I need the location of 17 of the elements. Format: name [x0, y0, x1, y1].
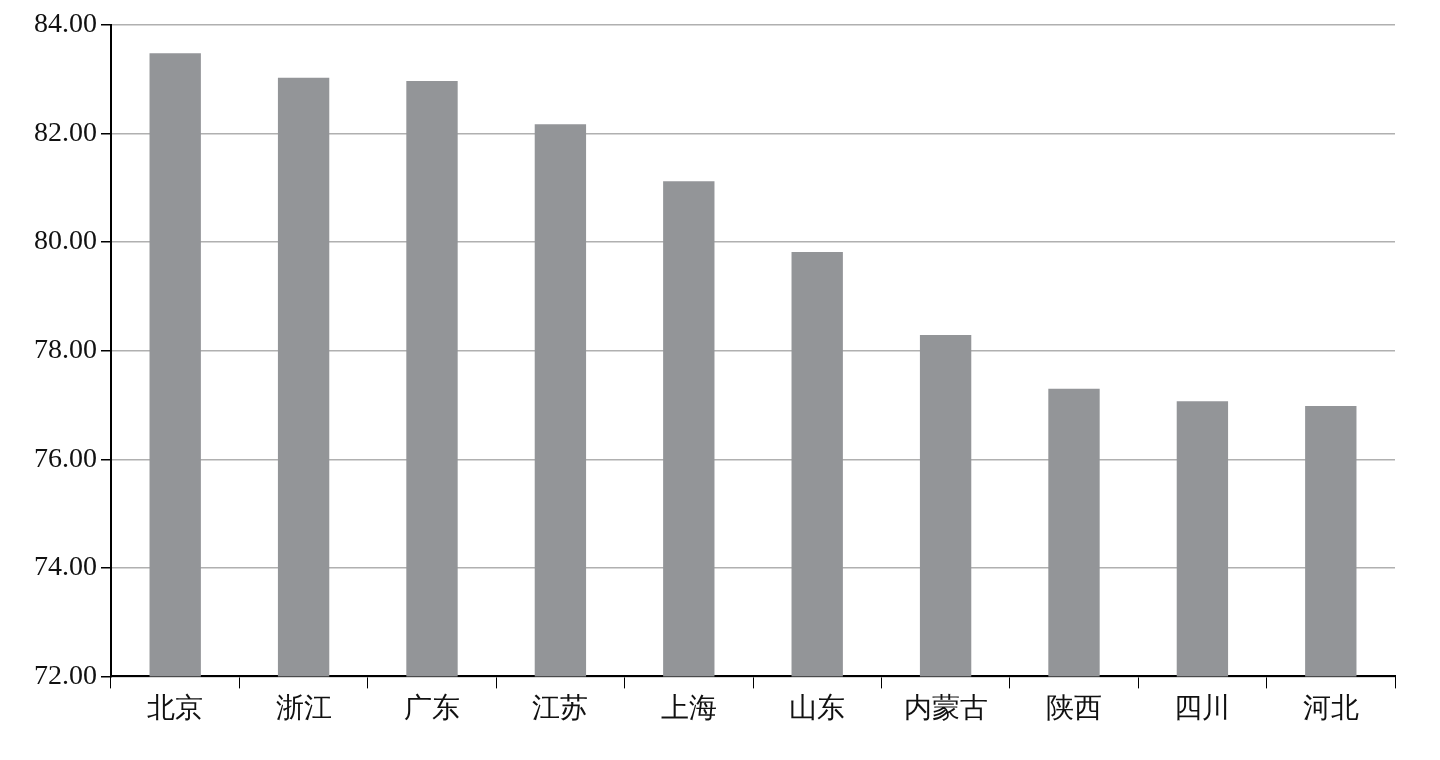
y-tick-label: 76.00 — [34, 441, 97, 473]
y-tick-label: 84.00 — [34, 7, 97, 39]
x-tick-label: 浙江 — [275, 691, 332, 723]
x-tick-label: 上海 — [660, 691, 717, 723]
y-tick-label: 78.00 — [34, 333, 97, 365]
y-tick-label: 74.00 — [34, 550, 97, 582]
x-tick-label: 陕西 — [1046, 691, 1102, 723]
x-tick-label: 北京 — [147, 691, 204, 723]
x-tick-label: 江苏 — [532, 691, 589, 723]
x-tick-label: 四川 — [1174, 691, 1231, 723]
y-tick-label: 82.00 — [34, 115, 97, 147]
x-tick-label: 河北 — [1302, 691, 1359, 723]
y-tick-label: 72.00 — [34, 658, 97, 690]
x-tick-label: 广东 — [404, 691, 460, 723]
y-tick-label: 80.00 — [34, 224, 97, 256]
x-tick-label: 山东 — [789, 691, 846, 723]
x-tick-label: 内蒙古 — [903, 691, 988, 723]
